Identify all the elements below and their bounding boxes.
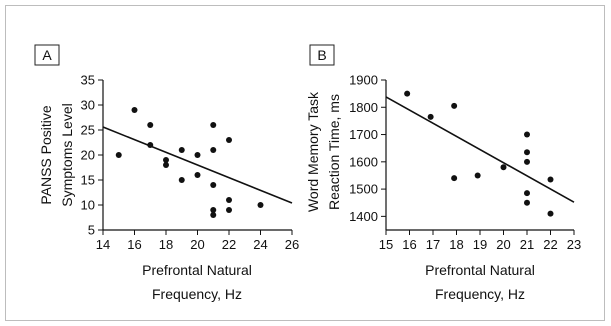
chart-panel-a: A 14 16 18 20 22 24 26 5 10 15 20 25 30 35 Prefrontal N… <box>34 44 299 302</box>
x-tick-label: 20 <box>190 237 204 252</box>
x-tick-label: 26 <box>285 237 299 252</box>
data-point <box>524 131 530 138</box>
data-point <box>178 147 185 153</box>
x-tick-label: 14 <box>96 237 110 252</box>
x-axis-title-line-2: Frequency, Hz <box>152 286 242 302</box>
data-point <box>210 182 217 188</box>
x-tick-label: 22 <box>222 237 236 252</box>
data-point <box>547 210 554 217</box>
chart-panel-b: B 15 16 17 18 19 20 21 22 23 1400 1500 1600 1700 1800 1… <box>305 44 581 302</box>
data-point <box>147 142 154 148</box>
x-tick-label: 16 <box>127 237 141 252</box>
data-point <box>451 175 458 182</box>
data-point <box>547 176 554 183</box>
data-point <box>524 158 530 165</box>
panel-label-box <box>309 44 335 66</box>
figure-frame <box>5 5 605 321</box>
x-tick-label: 17 <box>426 237 440 252</box>
y-tick-label: 25 <box>81 123 95 138</box>
data-point <box>226 137 232 143</box>
x-tick-label: 21 <box>520 237 534 252</box>
panel-label: A <box>42 47 52 63</box>
y-tick-label: 1400 <box>349 209 378 224</box>
data-point <box>147 122 154 128</box>
data-point <box>210 212 217 218</box>
data-point <box>404 90 411 97</box>
data-point <box>524 199 530 206</box>
data-point <box>178 177 185 183</box>
data-point <box>500 164 507 171</box>
x-tick-label: 24 <box>253 237 267 252</box>
x-axis-title-line-1: Prefrontal Natural <box>142 262 252 278</box>
data-point <box>524 149 530 156</box>
y-tick-label: 35 <box>81 73 95 88</box>
x-tick-label: 20 <box>496 237 510 252</box>
data-point <box>226 197 232 203</box>
y-tick-label: 15 <box>81 173 95 188</box>
y-tick-label: 1700 <box>349 127 378 142</box>
data-point <box>163 162 169 168</box>
trend-line <box>102 126 293 204</box>
y-axis-title-line-2: Reaction Time, ms <box>326 94 342 210</box>
y-tick-label: 5 <box>88 223 95 238</box>
y-axis-title-line-2: Symptoms Level <box>59 103 75 206</box>
data-point <box>427 113 434 120</box>
data-point <box>210 207 217 213</box>
panel-label: B <box>317 47 326 63</box>
y-tick-label: 1500 <box>349 182 378 197</box>
x-tick-label: 22 <box>543 237 557 252</box>
y-axis-title-line-1: Word Memory Task <box>305 91 321 212</box>
y-tick-label: 1800 <box>349 100 378 115</box>
data-point <box>210 147 217 153</box>
x-tick-label: 23 <box>567 237 581 252</box>
x-tick-label: 16 <box>402 237 416 252</box>
trend-line <box>385 96 575 203</box>
y-axis-title-line-1: PANSS Positive <box>38 105 54 205</box>
data-point <box>210 122 217 128</box>
x-axis-title-line-2: Frequency, Hz <box>435 286 525 302</box>
x-tick-label: 18 <box>449 237 463 252</box>
data-point <box>226 207 232 213</box>
y-tick-label: 30 <box>81 98 95 113</box>
panel-label-box <box>34 44 60 66</box>
y-tick-label: 1600 <box>349 154 378 169</box>
x-tick-label: 19 <box>473 237 487 252</box>
y-tick-label: 10 <box>81 198 95 213</box>
data-point <box>257 202 264 208</box>
data-point <box>194 152 201 158</box>
x-axis-title-line-1: Prefrontal Natural <box>425 262 535 278</box>
x-tick-label: 18 <box>159 237 173 252</box>
data-point <box>131 107 138 113</box>
y-tick-label: 20 <box>81 148 95 163</box>
data-point <box>194 172 201 178</box>
data-point <box>451 102 458 109</box>
data-point <box>474 172 481 179</box>
x-tick-label: 15 <box>379 237 393 252</box>
data-point <box>163 157 169 163</box>
y-tick-label: 1900 <box>349 73 378 88</box>
data-point <box>115 152 122 158</box>
data-point <box>524 190 530 197</box>
